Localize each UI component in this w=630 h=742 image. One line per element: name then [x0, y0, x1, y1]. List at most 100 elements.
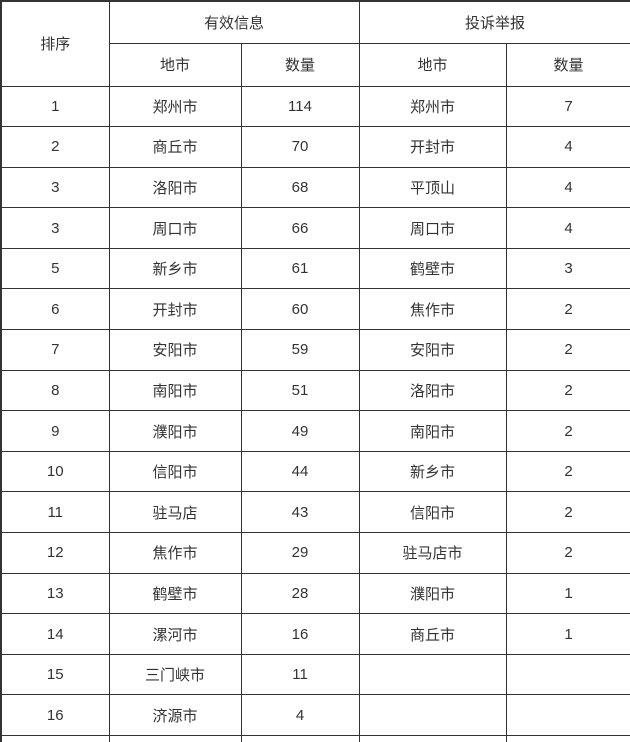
rank-cell: 7 — [0, 329, 110, 371]
complaint-city-cell: 鹤壁市 — [358, 247, 507, 290]
valid-count-cell: 43 — [240, 491, 360, 534]
valid-city-cell: 安阳市 — [108, 329, 242, 371]
table-header: 排序 有效信息 投诉举报 地市 数量 地市 数量 — [0, 0, 630, 87]
complaint-city-cell — [358, 735, 507, 742]
rank-cell: 1 — [0, 85, 110, 128]
complaint-city-cell: 信阳市 — [358, 491, 507, 534]
complaint-city-cell: 驻马店市 — [358, 532, 507, 574]
header-valid-city: 地市 — [108, 42, 242, 87]
valid-count-cell: 29 — [240, 532, 360, 574]
table-row: 12 焦作市 29 驻马店市 2 — [0, 532, 630, 574]
rank-cell: 6 — [0, 288, 110, 331]
valid-city-cell: 洛阳市 — [108, 166, 242, 209]
valid-city-cell: 漯河市 — [108, 613, 242, 655]
table-row: 15 三门峡市 11 — [0, 653, 630, 696]
header-valid-info-group: 有效信息 — [108, 0, 360, 44]
table-row: 16 济源市 4 — [0, 694, 630, 736]
complaint-count-cell: 2 — [505, 410, 630, 452]
header-valid-count: 数量 — [240, 42, 360, 87]
valid-city-cell: 济源市 — [108, 694, 242, 736]
complaint-city-cell: 新乡市 — [358, 450, 507, 493]
header-complaint-city: 地市 — [358, 42, 507, 87]
valid-count-cell: 61 — [240, 247, 360, 290]
complaint-city-cell: 焦作市 — [358, 288, 507, 331]
complaint-count-cell: 2 — [505, 288, 630, 331]
complaint-count-cell: 2 — [505, 450, 630, 493]
complaint-city-cell: 平顶山 — [358, 166, 507, 209]
complaint-count-cell: 3 — [505, 247, 630, 290]
header-complaint-count: 数量 — [505, 42, 630, 87]
complaint-count-cell: 7 — [505, 85, 630, 128]
complaint-count-cell: 1 — [505, 572, 630, 615]
valid-city-cell: 南阳市 — [108, 369, 242, 412]
complaint-city-cell — [358, 653, 507, 696]
table-row: 6 开封市 60 焦作市 2 — [0, 288, 630, 331]
valid-count-cell: 114 — [240, 85, 360, 128]
complaint-count-cell: 1 — [505, 613, 630, 655]
valid-city-cell — [108, 735, 242, 742]
valid-count-cell: 59 — [240, 329, 360, 371]
rank-cell: 9 — [0, 410, 110, 452]
complaint-city-cell: 南阳市 — [358, 410, 507, 452]
complaint-count-cell — [505, 694, 630, 736]
valid-city-cell: 濮阳市 — [108, 410, 242, 452]
rank-cell: 3 — [0, 207, 110, 249]
complaint-city-cell: 开封市 — [358, 126, 507, 168]
complaint-city-cell — [358, 694, 507, 736]
valid-city-cell: 鹤壁市 — [108, 572, 242, 615]
rank-cell: 11 — [0, 491, 110, 534]
rank-cell: 3 — [0, 166, 110, 209]
valid-count-cell: 16 — [240, 613, 360, 655]
valid-city-cell: 三门峡市 — [108, 653, 242, 696]
valid-city-cell: 新乡市 — [108, 247, 242, 290]
table-body: 1 郑州市 114 郑州市 7 2 商丘市 70 开封市 4 3 洛阳市 68 平顶山 4 3 周口市 66 周口市… — [0, 85, 630, 742]
valid-count-cell: 68 — [240, 166, 360, 209]
rank-cell: 15 — [0, 653, 110, 696]
table-row: 11 驻马店 43 信阳市 2 — [0, 491, 630, 534]
rank-cell: 10 — [0, 450, 110, 493]
complaint-count-cell: 4 — [505, 207, 630, 249]
valid-city-cell: 焦作市 — [108, 532, 242, 574]
valid-count-cell: 11 — [240, 653, 360, 696]
complaint-count-cell: 2 — [505, 532, 630, 574]
header-rank: 排序 — [0, 0, 110, 87]
valid-city-cell: 驻马店 — [108, 491, 242, 534]
header-complaint-group: 投诉举报 — [358, 0, 630, 44]
rank-cell: 12 — [0, 532, 110, 574]
valid-city-cell: 商丘市 — [108, 126, 242, 168]
complaint-city-cell: 洛阳市 — [358, 369, 507, 412]
rank-cell: 14 — [0, 613, 110, 655]
complaint-count-cell: 2 — [505, 329, 630, 371]
valid-count-cell: 66 — [240, 207, 360, 249]
complaint-count-cell: 2 — [505, 491, 630, 534]
complaint-count-cell — [505, 735, 630, 742]
complaint-city-cell: 周口市 — [358, 207, 507, 249]
header-row-groups: 排序 有效信息 投诉举报 — [0, 0, 630, 87]
table-row: 2 商丘市 70 开封市 4 — [0, 126, 630, 168]
table-row: 3 周口市 66 周口市 4 — [0, 207, 630, 249]
valid-count-cell: 60 — [240, 288, 360, 331]
table-row: 14 漯河市 16 商丘市 1 — [0, 613, 630, 655]
valid-count-cell: 51 — [240, 369, 360, 412]
complaint-city-cell: 濮阳市 — [358, 572, 507, 615]
table-row: 10 信阳市 44 新乡市 2 — [0, 450, 630, 493]
rank-cell: 16 — [0, 694, 110, 736]
valid-city-cell: 郑州市 — [108, 85, 242, 128]
rank-cell — [0, 735, 110, 742]
rank-cell: 13 — [0, 572, 110, 615]
complaint-city-cell: 安阳市 — [358, 329, 507, 371]
valid-count-cell: 70 — [240, 126, 360, 168]
rank-cell: 5 — [0, 247, 110, 290]
valid-count-cell — [240, 735, 360, 742]
complaint-count-cell — [505, 653, 630, 696]
valid-city-cell: 信阳市 — [108, 450, 242, 493]
table-row: 7 安阳市 59 安阳市 2 — [0, 329, 630, 371]
table-row: 5 新乡市 61 鹤壁市 3 — [0, 247, 630, 290]
valid-count-cell: 44 — [240, 450, 360, 493]
rank-cell: 2 — [0, 126, 110, 168]
complaint-count-cell: 2 — [505, 369, 630, 412]
complaint-city-cell: 商丘市 — [358, 613, 507, 655]
table-row-partial — [0, 735, 630, 742]
